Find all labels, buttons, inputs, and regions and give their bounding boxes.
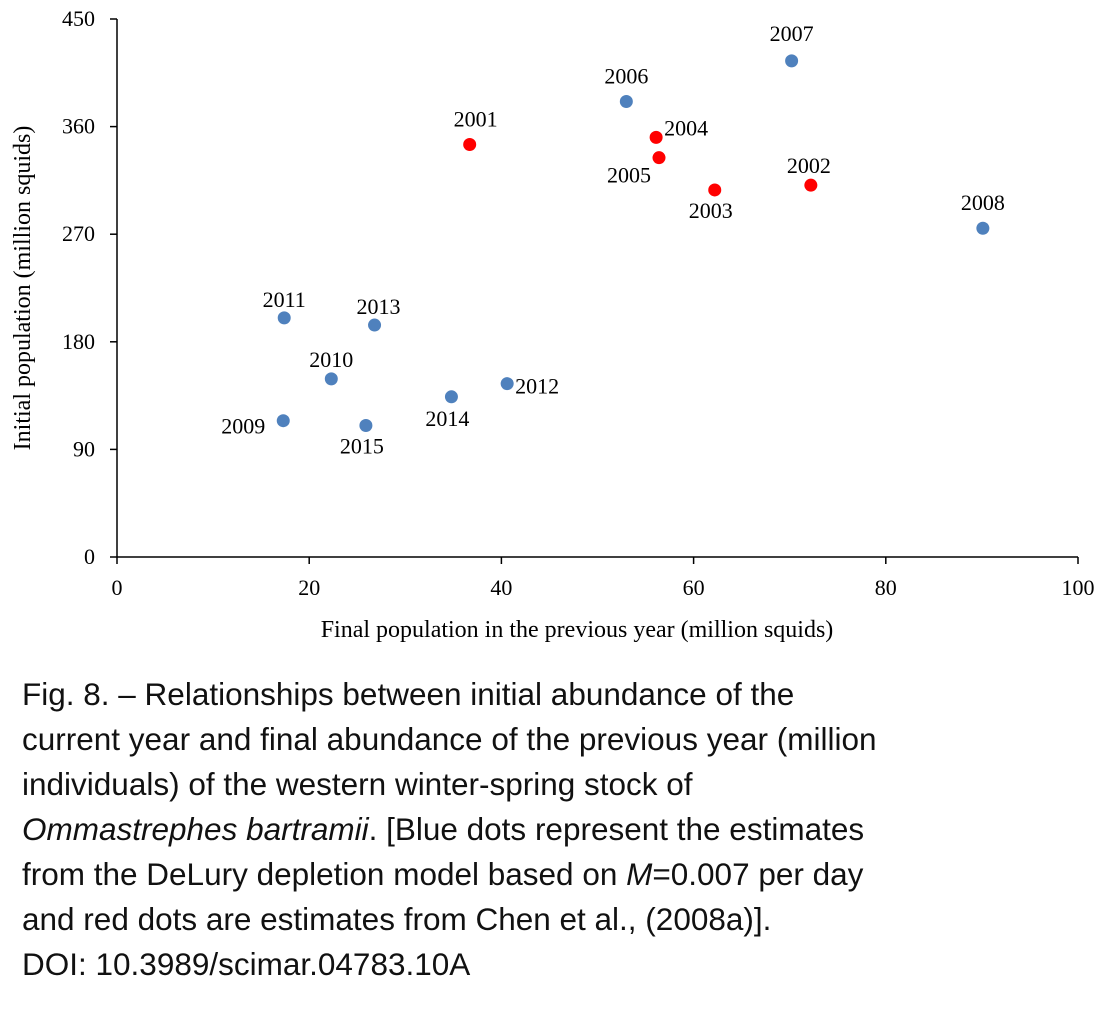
data-label-2014: 2014 [425, 406, 469, 431]
data-points: 2006 2007 2008 2009 2010 2011 2012 2013 2014 2015… [221, 21, 1005, 459]
data-label-2002: 2002 [787, 153, 831, 178]
y-tick-label: 450 [62, 6, 95, 31]
x-tick-label: 20 [298, 575, 320, 600]
x-tick-label: 100 [1062, 575, 1095, 600]
data-point-2008 [976, 221, 990, 235]
data-point-2004 [649, 130, 663, 144]
data-point-2006 [619, 94, 633, 108]
data-label-2006: 2006 [604, 63, 648, 88]
caption-doi: DOI: 10.3989/scimar.04783.10A [22, 946, 471, 982]
figure-caption: Fig. 8. – Relationships between initial … [22, 672, 1092, 987]
x-tick-label: 0 [112, 575, 123, 600]
x-tick-label: 60 [683, 575, 705, 600]
y-tick-label: 270 [62, 221, 95, 246]
data-label-2007: 2007 [770, 21, 814, 46]
data-point-2011 [277, 311, 291, 325]
scatter-chart: 0 20 40 60 80 100 0 90 180 270 360 450 Final popul… [10, 6, 1095, 643]
data-point-2015 [359, 418, 373, 432]
data-label-2001: 2001 [454, 107, 498, 132]
data-point-2009 [276, 414, 290, 428]
caption-line: from the DeLury depletion model based on… [22, 856, 864, 892]
y-tick-label: 90 [73, 436, 95, 461]
species-name: Ommastrephes bartramii [22, 811, 369, 847]
data-point-2002 [804, 178, 818, 192]
y-tick-label: 360 [62, 114, 95, 139]
data-point-2007 [785, 54, 799, 68]
caption-line: current year and final abundance of the … [22, 721, 877, 757]
caption-line: individuals) of the western winter-sprin… [22, 766, 693, 802]
data-label-2013: 2013 [357, 294, 401, 319]
y-tick-label: 180 [62, 329, 95, 354]
y-tick-label: 0 [84, 544, 95, 569]
data-label-2005: 2005 [607, 163, 651, 188]
data-label-2011: 2011 [263, 287, 306, 312]
x-tick-label: 80 [875, 575, 897, 600]
data-point-2005 [652, 151, 666, 165]
data-point-2014 [444, 390, 458, 404]
data-point-2003 [708, 183, 722, 197]
caption-line: Ommastrephes bartramii. [Blue dots repre… [22, 811, 865, 847]
data-point-2001 [463, 138, 477, 152]
data-label-2010: 2010 [309, 347, 353, 372]
mortality-symbol: M [626, 856, 653, 892]
axes: 0 20 40 60 80 100 0 90 180 270 360 450 [62, 6, 1095, 600]
caption-line: Fig. 8. – Relationships between initial … [22, 676, 795, 712]
x-tick-label: 40 [490, 575, 512, 600]
data-label-2012: 2012 [515, 374, 559, 399]
y-axis-title: Initial population (million squids) [10, 126, 36, 451]
data-point-2010 [324, 372, 338, 386]
data-point-2012 [500, 377, 514, 391]
data-point-2013 [368, 318, 382, 332]
data-label-2003: 2003 [689, 198, 733, 223]
x-ticks: 0 20 40 60 80 100 [112, 557, 1095, 600]
data-label-2004: 2004 [664, 115, 708, 140]
data-label-2009: 2009 [221, 414, 265, 439]
x-axis-title: Final population in the previous year (m… [321, 617, 834, 643]
caption-line: and red dots are estimates from Chen et … [22, 901, 772, 937]
y-ticks: 0 90 180 270 360 450 [62, 6, 117, 569]
data-label-2008: 2008 [961, 190, 1005, 215]
data-label-2015: 2015 [340, 433, 384, 458]
